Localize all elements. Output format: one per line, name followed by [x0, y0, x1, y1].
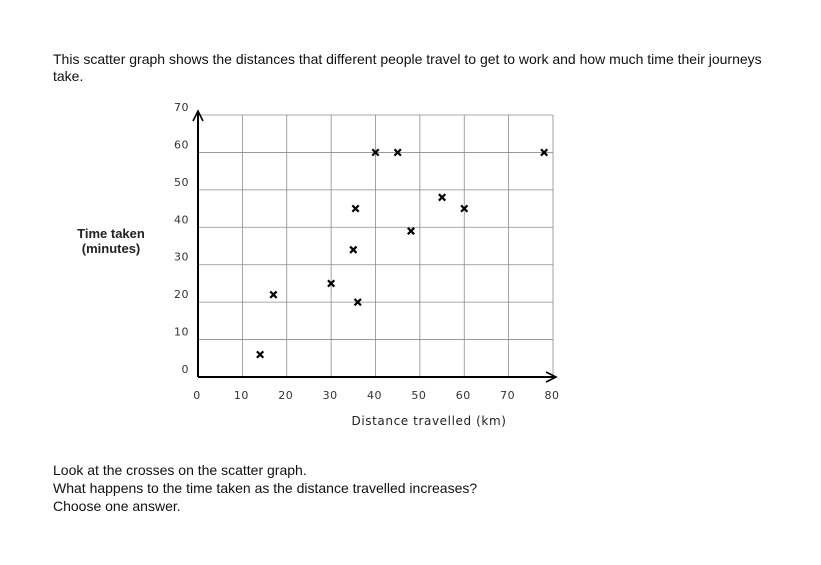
intro-text: This scatter graph shows the distances t…	[53, 51, 762, 84]
cross-stroke	[393, 148, 402, 157]
chart-grid	[198, 114, 554, 377]
chart-tick-labels: 0 10 20 30 40 50 60 70 80 0 10 20 30 40 50 60 70	[174, 101, 560, 402]
y-axis-label-line1: Time taken	[77, 226, 145, 241]
question-block: Look at the crosses on the scatter graph…	[53, 461, 477, 515]
question-line-3: Choose one answer.	[53, 498, 181, 514]
x-axis-label: Distance travelled (km)	[352, 414, 507, 428]
cross-stroke	[438, 193, 447, 202]
data-point-cross	[460, 204, 469, 213]
data-point-cross	[393, 148, 402, 157]
y-axis-arrow	[192, 109, 204, 122]
x-tick-label: 50	[411, 389, 426, 402]
data-point-cross	[371, 148, 380, 157]
chart-axes	[192, 109, 558, 383]
data-point-cross	[269, 290, 278, 299]
y-tick-label: 60	[174, 138, 189, 151]
y-tick-label: 10	[174, 326, 189, 339]
y-tick-label: 30	[174, 251, 189, 264]
x-tick-label: 70	[500, 389, 515, 402]
question-line-1: Look at the crosses on the scatter graph…	[53, 462, 307, 478]
y-tick-label: 40	[174, 213, 189, 226]
question-line-2: What happens to the time taken as the di…	[53, 480, 478, 496]
data-point-cross	[438, 193, 447, 202]
data-point-cross	[351, 204, 360, 213]
y-tick-label: 20	[174, 288, 189, 301]
cross-stroke	[269, 290, 278, 299]
cross-stroke	[540, 148, 549, 157]
cross-stroke	[327, 279, 336, 288]
x-axis-arrow	[545, 371, 558, 383]
y-axis-label-line2: (minutes)	[81, 241, 141, 256]
y-tick-label: 50	[174, 176, 189, 189]
x-tick-label: 40	[367, 389, 382, 402]
x-tick-label: 80	[545, 389, 560, 402]
cross-stroke	[407, 227, 415, 236]
data-point-cross	[353, 298, 362, 307]
y-tick-label: 70	[174, 101, 189, 114]
x-tick-label: 10	[234, 389, 249, 402]
data-point-cross	[407, 227, 415, 236]
cross-stroke	[371, 148, 380, 157]
cross-stroke	[349, 245, 358, 254]
data-point-cross	[256, 350, 265, 359]
x-tick-label: 0	[193, 389, 201, 402]
chart-points	[256, 148, 549, 359]
data-point-cross	[349, 245, 358, 254]
y-tick-label: 0	[182, 363, 190, 376]
data-point-cross	[327, 279, 336, 288]
cross-stroke	[351, 204, 360, 213]
x-tick-label: 60	[456, 389, 471, 402]
y-axis-label: Time taken (minutes)	[60, 226, 162, 256]
x-tick-label: 20	[278, 389, 293, 402]
cross-stroke	[256, 350, 265, 359]
cross-stroke	[460, 204, 469, 213]
x-tick-label: 30	[323, 389, 338, 402]
data-point-cross	[540, 148, 549, 157]
cross-stroke	[353, 298, 362, 307]
